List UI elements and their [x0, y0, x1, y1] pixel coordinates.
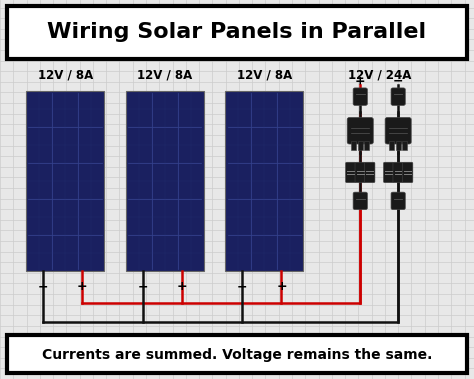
- Bar: [26, 91, 104, 271]
- FancyBboxPatch shape: [391, 88, 405, 105]
- FancyBboxPatch shape: [346, 162, 356, 183]
- FancyBboxPatch shape: [391, 192, 405, 210]
- Text: 12V / 24A: 12V / 24A: [347, 69, 411, 81]
- Bar: [126, 91, 204, 271]
- Text: 12V / 8A: 12V / 8A: [37, 69, 93, 81]
- Bar: [7, 6, 467, 59]
- Text: +: +: [276, 280, 287, 293]
- Text: +: +: [177, 280, 187, 293]
- Bar: [225, 91, 303, 271]
- FancyBboxPatch shape: [402, 162, 413, 183]
- FancyBboxPatch shape: [355, 162, 365, 183]
- FancyBboxPatch shape: [393, 162, 403, 183]
- Text: +: +: [77, 280, 88, 293]
- Text: Currents are summed. Voltage remains the same.: Currents are summed. Voltage remains the…: [42, 348, 432, 362]
- FancyBboxPatch shape: [365, 162, 375, 183]
- Bar: [351, 141, 356, 150]
- Bar: [358, 141, 363, 150]
- Bar: [7, 335, 467, 373]
- FancyBboxPatch shape: [383, 162, 394, 183]
- Text: −: −: [38, 280, 48, 293]
- Text: −: −: [237, 280, 247, 293]
- Bar: [402, 141, 407, 150]
- Text: 12V / 8A: 12V / 8A: [237, 69, 292, 81]
- Text: Wiring Solar Panels in Parallel: Wiring Solar Panels in Parallel: [47, 22, 427, 42]
- FancyBboxPatch shape: [347, 117, 374, 144]
- FancyBboxPatch shape: [353, 192, 367, 210]
- Bar: [396, 141, 401, 150]
- Bar: [364, 141, 369, 150]
- Bar: [390, 141, 394, 150]
- Text: 12V / 8A: 12V / 8A: [137, 69, 192, 81]
- Text: −: −: [393, 75, 403, 88]
- FancyBboxPatch shape: [353, 88, 367, 105]
- Text: +: +: [355, 75, 365, 88]
- Text: −: −: [137, 280, 148, 293]
- FancyBboxPatch shape: [385, 117, 411, 144]
